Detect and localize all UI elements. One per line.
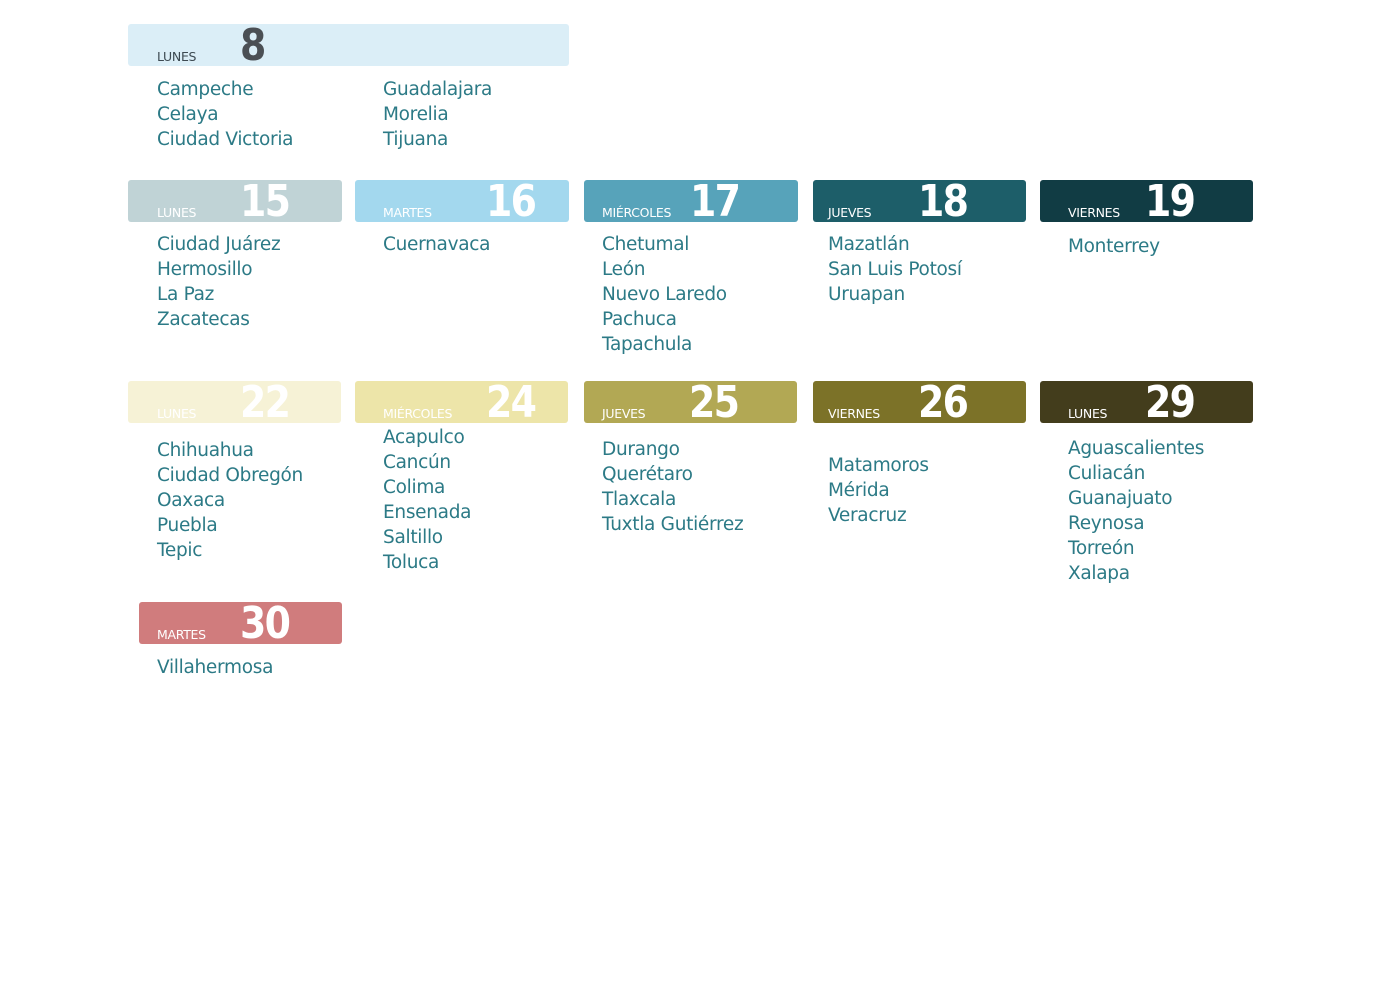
weekday-label: LUNES xyxy=(157,48,197,64)
city-list: Chihuahua Ciudad Obregón Oaxaca Puebla T… xyxy=(157,438,303,563)
city-item: Mazatlán xyxy=(828,234,910,255)
city-item: Pachuca xyxy=(602,309,677,330)
day-header-miercoles-17: MIÉRCOLES 17 xyxy=(584,176,798,227)
city-item: Durango xyxy=(602,439,680,460)
city-item: Guanajuato xyxy=(1068,488,1173,509)
day-number: 18 xyxy=(918,176,969,227)
day-header-martes-30: MARTES 30 xyxy=(139,598,342,649)
city-item: Colima xyxy=(383,477,446,498)
city-list: Monterrey xyxy=(1068,234,1160,259)
city-list: Acapulco Cancún Colima Ensenada Saltillo… xyxy=(383,425,471,575)
city-item: Villahermosa xyxy=(157,657,274,678)
city-item: León xyxy=(602,259,646,280)
day-header-miercoles-24: MIÉRCOLES 24 xyxy=(355,377,568,428)
city-item: Chetumal xyxy=(602,234,690,255)
city-item: Saltillo xyxy=(383,527,443,548)
day-number: 19 xyxy=(1145,176,1196,227)
day-header-lunes-22: LUNES 22 xyxy=(128,377,341,428)
city-item: Morelia xyxy=(383,104,449,125)
city-item: Cuernavaca xyxy=(383,234,491,255)
day-header-viernes-19: VIERNES 19 xyxy=(1040,176,1253,227)
city-item: Xalapa xyxy=(1068,563,1130,584)
city-item: Cancún xyxy=(383,452,451,473)
city-item: Tijuana xyxy=(383,129,449,150)
city-item: Ciudad Victoria xyxy=(157,129,294,150)
city-item: Acapulco xyxy=(383,427,465,448)
day-number: 25 xyxy=(689,377,740,428)
city-item: Ciudad Obregón xyxy=(157,465,303,486)
day-number: 26 xyxy=(918,377,969,428)
day-number: 15 xyxy=(240,176,291,227)
city-list: Mazatlán San Luis Potosí Uruapan xyxy=(828,232,962,307)
city-list: Villahermosa xyxy=(157,655,273,680)
city-item: Querétaro xyxy=(602,464,693,485)
city-item: Monterrey xyxy=(1068,236,1160,257)
city-item: Ensenada xyxy=(383,502,472,523)
weekday-label: VIERNES xyxy=(1068,204,1120,220)
city-list: Durango Querétaro Tlaxcala Tuxtla Gutiér… xyxy=(602,437,744,537)
day-number: 17 xyxy=(690,176,741,227)
city-item: Oaxaca xyxy=(157,490,225,511)
city-item: Tuxtla Gutiérrez xyxy=(602,514,744,535)
day-number: 22 xyxy=(240,377,291,428)
weekday-label: MARTES xyxy=(383,204,432,220)
weekday-label: LUNES xyxy=(157,405,197,421)
day-header-lunes-8: LUNES 8 xyxy=(128,20,569,71)
city-list: Aguascalientes Culiacán Guanajuato Reyno… xyxy=(1068,436,1204,586)
city-item: Puebla xyxy=(157,515,218,536)
city-item: Veracruz xyxy=(828,505,907,526)
city-list: Matamoros Mérida Veracruz xyxy=(828,453,929,528)
city-item: Reynosa xyxy=(1068,513,1145,534)
city-item: Guadalajara xyxy=(383,79,493,100)
day-number: 30 xyxy=(240,598,291,649)
weekday-label: LUNES xyxy=(157,204,197,220)
city-item: San Luis Potosí xyxy=(828,259,962,280)
city-list: Cuernavaca xyxy=(383,232,490,257)
day-number: 24 xyxy=(486,377,537,428)
city-item: Chihuahua xyxy=(157,440,254,461)
city-item: Campeche xyxy=(157,79,254,100)
day-number: 29 xyxy=(1145,377,1196,428)
weekday-label: MIÉRCOLES xyxy=(383,405,453,421)
weekday-label: VIERNES xyxy=(828,405,880,421)
city-item: Matamoros xyxy=(828,455,929,476)
city-list: Campeche Celaya Ciudad Victoria xyxy=(157,77,294,152)
city-item: Torreón xyxy=(1068,538,1135,559)
city-item: Culiacán xyxy=(1068,463,1146,484)
weekday-label: LUNES xyxy=(1068,405,1108,421)
city-item: Toluca xyxy=(383,552,440,573)
weekday-label: MIÉRCOLES xyxy=(602,204,672,220)
day-header-lunes-29: LUNES 29 xyxy=(1040,377,1253,428)
day-number: 8 xyxy=(240,20,266,71)
city-list-col2: Guadalajara Morelia Tijuana xyxy=(383,77,492,152)
city-list: Ciudad Juárez Hermosillo La Paz Zacateca… xyxy=(157,232,281,332)
city-item: Aguascalientes xyxy=(1068,438,1205,459)
city-item: Zacatecas xyxy=(157,309,250,330)
weekday-label: JUEVES xyxy=(828,204,872,220)
city-item: La Paz xyxy=(157,284,215,305)
weekday-label: MARTES xyxy=(157,626,206,642)
city-item: Tlaxcala xyxy=(602,489,676,510)
city-item: Nuevo Laredo xyxy=(602,284,727,305)
city-item: Uruapan xyxy=(828,284,905,305)
day-header-lunes-15: LUNES 15 xyxy=(128,176,342,227)
day-header-viernes-26: VIERNES 26 xyxy=(813,377,1026,428)
city-item: Hermosillo xyxy=(157,259,253,280)
day-header-martes-16: MARTES 16 xyxy=(355,176,569,227)
day-header-jueves-25: JUEVES 25 xyxy=(584,377,797,428)
city-item: Ciudad Juárez xyxy=(157,234,281,255)
day-header-jueves-18: JUEVES 18 xyxy=(813,176,1026,227)
day-number: 16 xyxy=(486,176,537,227)
city-item: Tepic xyxy=(157,540,203,561)
weekday-label: JUEVES xyxy=(602,405,646,421)
city-item: Celaya xyxy=(157,104,219,125)
city-list: Chetumal León Nuevo Laredo Pachuca Tapac… xyxy=(602,232,727,357)
city-item: Mérida xyxy=(828,480,890,501)
city-item: Tapachula xyxy=(602,334,693,355)
